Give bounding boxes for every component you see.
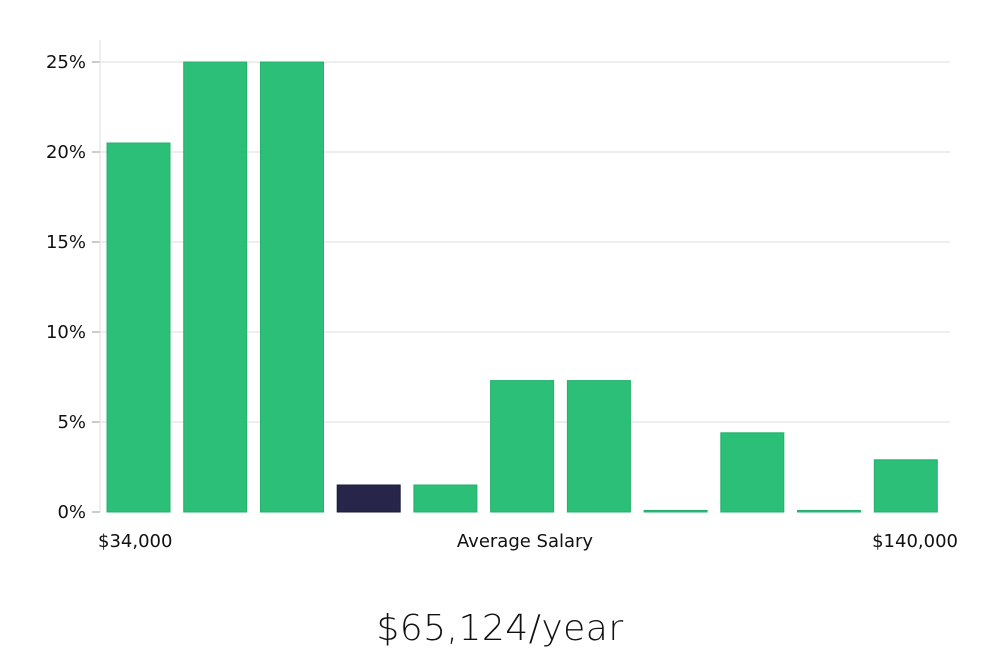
bar xyxy=(797,510,861,513)
bar xyxy=(643,510,708,513)
average-salary-value: $65,124/year xyxy=(376,608,624,649)
bar xyxy=(566,380,631,513)
bar xyxy=(720,432,785,513)
x-min-label: $34,000 xyxy=(98,531,172,552)
y-axis-ticks: 0% 5% 10% 15% 20% 25% xyxy=(46,52,100,523)
highlighted-bar xyxy=(336,484,401,513)
bar xyxy=(413,484,478,513)
bars xyxy=(106,61,938,513)
bar xyxy=(106,142,171,513)
bar xyxy=(183,61,248,513)
x-axis-label: Average Salary xyxy=(457,531,594,552)
salary-histogram-chart: 0%5%10%15%20%25% $34,000 Average Salary … xyxy=(46,40,958,552)
bar xyxy=(260,61,324,513)
bar xyxy=(490,380,555,513)
y-tick-label: 10% xyxy=(46,322,86,343)
y-tick-label: 0% xyxy=(57,502,86,523)
y-tick-label: 25% xyxy=(46,52,86,73)
bar xyxy=(873,459,938,513)
y-tick-label: 5% xyxy=(57,412,86,433)
y-tick-label: 15% xyxy=(46,232,86,253)
x-max-label: $140,000 xyxy=(872,531,958,552)
y-tick-label: 20% xyxy=(46,142,86,163)
